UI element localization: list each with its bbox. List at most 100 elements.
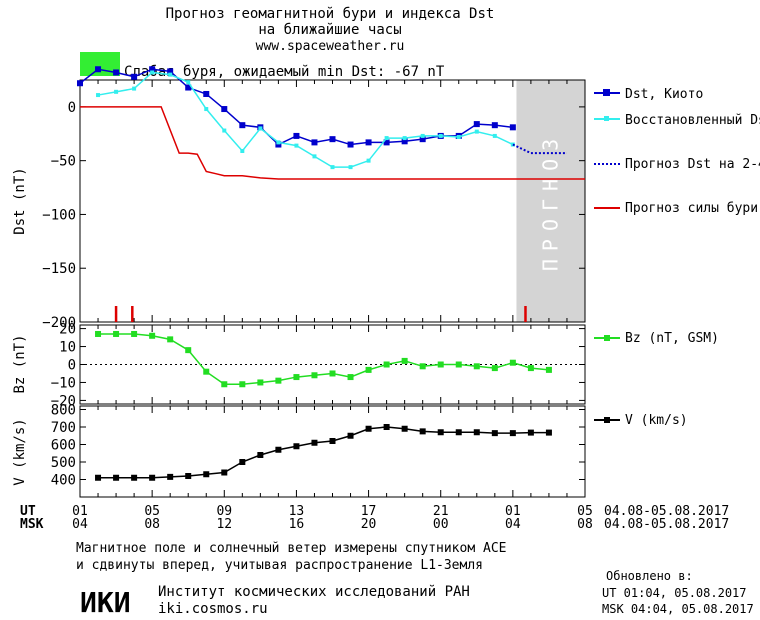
data-point: [131, 73, 138, 80]
data-point: [95, 66, 102, 73]
msk-tick-label: 08: [577, 517, 593, 532]
y-axis-label: Bz (nT): [12, 334, 28, 393]
data-point: [167, 336, 174, 343]
ut-tick-label: 01: [72, 504, 88, 519]
data-point: [77, 80, 83, 87]
ut-tick-label: 05: [144, 504, 160, 519]
y-tick-label: 0: [68, 100, 76, 116]
msk-axis-label: MSK: [20, 517, 44, 532]
data-point: [114, 89, 119, 94]
data-point: [150, 70, 155, 75]
msk-tick-label: 16: [289, 517, 305, 532]
data-point: [203, 471, 210, 478]
data-point: [203, 90, 210, 97]
updated-label: Обновлено в:: [606, 569, 693, 583]
y-axis-label: V (km/s): [12, 418, 28, 485]
updated-msk: MSK 04:04, 05.08.2017: [602, 602, 754, 616]
legend-dst-marker: [603, 89, 610, 96]
chart-subtitle: на ближайшие часы: [258, 22, 401, 38]
data-point: [491, 430, 498, 437]
data-point: [401, 138, 408, 145]
iki-logo: ИКИ: [80, 586, 131, 619]
data-point: [96, 93, 101, 98]
forecast-label: ПРОГНОЗ: [539, 131, 563, 271]
ut-date-range: 04.08-05.08.2017: [604, 504, 729, 519]
data-point: [240, 148, 245, 153]
legend-forecast-label: Прогноз Dst на 2-4 часа: [625, 157, 760, 172]
data-source-note-line1: Магнитное поле и солнечный ветер измерен…: [76, 541, 506, 556]
data-point: [239, 122, 246, 129]
data-point: [437, 429, 444, 436]
y-tick-label: 500: [51, 455, 76, 471]
data-point: [311, 439, 318, 446]
data-point: [455, 429, 462, 436]
data-point: [401, 357, 408, 364]
data-point: [509, 359, 516, 366]
msk-tick-label: 04: [72, 517, 88, 532]
legend-storm-label: Прогноз силы бури (min Dst): [625, 201, 760, 216]
data-point: [204, 107, 209, 112]
data-point: [545, 429, 552, 436]
data-point: [186, 80, 191, 85]
y-tick-label: −100: [42, 207, 76, 223]
data-point: [474, 129, 479, 134]
data-point: [95, 474, 102, 481]
data-point: [330, 165, 335, 170]
data-point: [383, 139, 390, 146]
series-line-3: [80, 106, 585, 180]
data-point: [294, 143, 299, 148]
panel-frame: [79, 79, 586, 323]
data-point: [149, 332, 156, 339]
forecast-region: [516, 80, 585, 322]
data-point: [383, 361, 390, 368]
institute-link[interactable]: iki.cosmos.ru: [158, 601, 268, 617]
data-point: [384, 136, 389, 141]
ut-tick-label: 05: [577, 504, 593, 519]
data-point: [545, 366, 552, 373]
data-point: [365, 366, 372, 373]
y-tick-label: 0: [68, 358, 76, 374]
data-point: [402, 136, 407, 141]
ut-tick-label: 21: [433, 504, 449, 519]
data-point: [222, 128, 227, 133]
y-tick-label: 20: [59, 322, 76, 338]
y-tick-label: −150: [42, 261, 76, 277]
y-tick-label: −50: [51, 154, 76, 170]
website-link[interactable]: www.spaceweather.ru: [256, 39, 405, 54]
data-point: [473, 121, 480, 128]
ut-tick-label: 09: [216, 504, 232, 519]
data-point: [275, 446, 282, 453]
y-tick-label: 400: [51, 473, 76, 489]
data-point: [438, 133, 443, 138]
y-tick-label: 800: [51, 403, 76, 419]
ut-tick-label: 17: [361, 504, 377, 519]
data-point: [312, 154, 317, 159]
legend-dst-label: Dst, Киото: [625, 87, 703, 102]
data-point: [329, 136, 336, 143]
data-point: [473, 363, 480, 370]
data-point: [401, 425, 408, 432]
msk-date-range: 04.08-05.08.2017: [604, 517, 729, 532]
data-point: [185, 347, 192, 354]
legend-bz-label: Bz (nT, GSM): [625, 331, 719, 346]
data-point: [95, 330, 102, 337]
data-source-note-line2: и сдвинуты вперед, учитывая распростране…: [76, 558, 483, 573]
data-point: [149, 474, 156, 481]
data-point: [347, 374, 354, 381]
legend-v-marker: [604, 417, 610, 423]
data-point: [329, 438, 336, 444]
data-point: [419, 363, 426, 370]
data-point: [131, 330, 138, 337]
legend-reconstructed-label: Восстановленный Dst: [625, 113, 760, 128]
data-point: [293, 374, 300, 381]
data-point: [203, 368, 210, 375]
y-tick-label: 700: [51, 420, 76, 436]
legend-reconstructed-marker: [604, 116, 609, 121]
chart-title: Прогноз геомагнитной бури и индекса Dst: [166, 6, 495, 22]
data-point: [185, 473, 192, 479]
data-point: [347, 432, 354, 439]
dst-panel: ПРОГНОЗ 0 −50 −100 −150 −200 Dst (nT): [12, 66, 586, 331]
data-point: [113, 330, 120, 337]
legend: Dst, Киото Восстановленный Dst Прогноз D…: [594, 87, 760, 428]
